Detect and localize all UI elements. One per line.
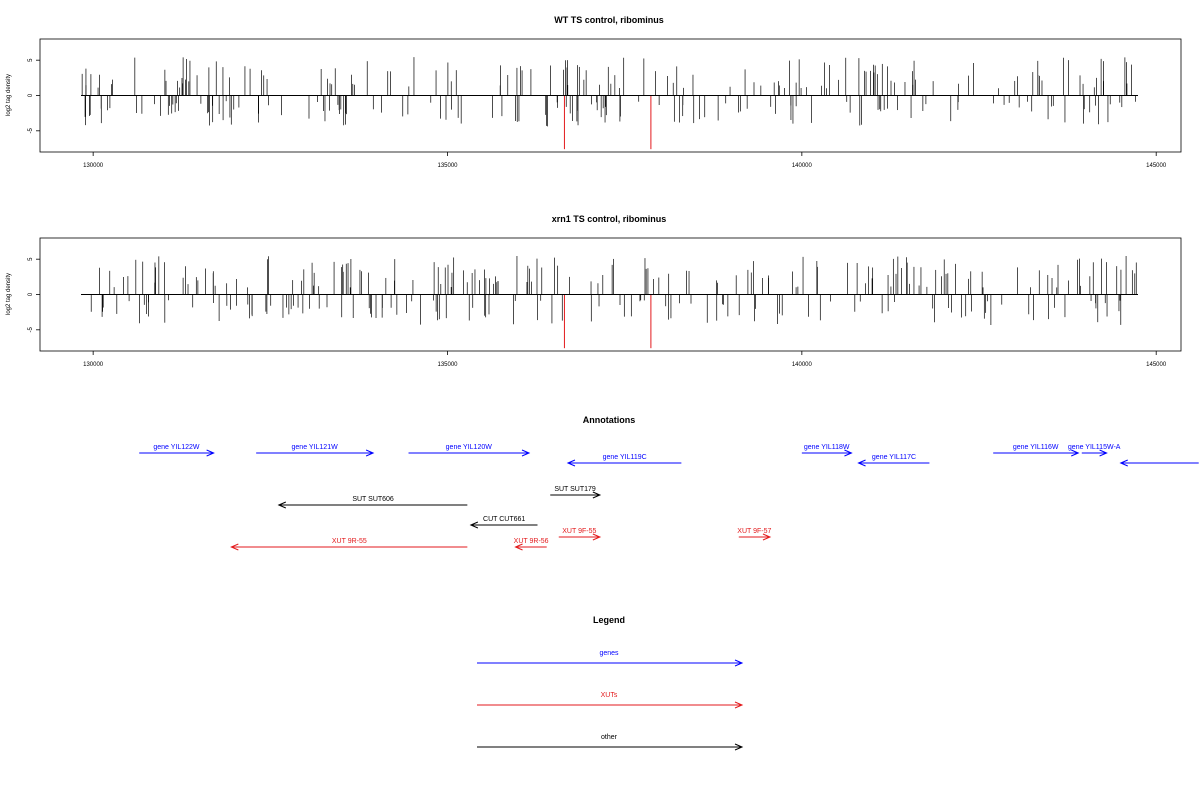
y-tick-label: 0: [28, 292, 34, 296]
feature-label: XUT 9F-57: [737, 528, 771, 535]
legend-label: genes: [599, 650, 619, 657]
highlight-bars: [563, 294, 652, 349]
legend-label: other: [601, 734, 618, 741]
feature-label: gene YIL117C: [872, 454, 916, 461]
wt-coverage-panel: WT TS control, ribominus log2 tag densit…: [6, 15, 1182, 169]
arrowhead-icon: [566, 459, 576, 467]
x-tick-label: 135000: [437, 362, 458, 368]
legend-label: XUTs: [601, 692, 618, 699]
arrowhead-icon: [857, 459, 866, 467]
y-tick-label: 0: [28, 93, 34, 97]
y-tick-label: -5: [28, 127, 34, 133]
y-axis-label: log2 tag density: [6, 273, 12, 315]
panel-title: xrn1 TS control, ribominus: [552, 214, 667, 224]
arrowhead-icon: [469, 521, 479, 529]
arrowhead-icon: [365, 449, 375, 457]
feature-label: SUT SUT606: [352, 496, 394, 503]
y-axis-ticks: -5 0 5: [28, 58, 40, 133]
y-tick-label: -5: [28, 326, 34, 332]
arrowhead-icon: [592, 533, 602, 541]
annotations-track: Annotations gene YIL122W gene YIL121W gene…: [139, 415, 1199, 551]
feature-label: gene YIL116W: [1013, 444, 1059, 451]
panel-title: WT TS control, ribominus: [554, 15, 664, 25]
x-tick-label: 145000: [1146, 362, 1167, 368]
feature-label: gene YIL122W: [153, 444, 200, 451]
highlight-bars: [563, 95, 652, 150]
x-axis-ticks: 130000 135000 140000 145000: [83, 351, 1167, 368]
x-tick-label: 145000: [1146, 163, 1167, 169]
arrowhead-icon: [514, 543, 523, 551]
xrn1-coverage-panel: xrn1 TS control, ribominus log2 tag dens…: [6, 214, 1182, 368]
y-tick-label: 5: [28, 58, 34, 62]
arrowhead-icon: [277, 501, 287, 509]
feature-label: SUT SUT179: [554, 486, 596, 493]
coverage-bars: [81, 57, 1136, 127]
feature-label: gene YIL119C: [603, 454, 647, 461]
x-tick-label: 135000: [437, 163, 458, 169]
x-tick-label: 130000: [83, 362, 104, 368]
arrowhead-icon: [1071, 449, 1080, 457]
arrowhead-icon: [1119, 459, 1128, 467]
arrowhead-icon: [206, 449, 215, 457]
feature-label: gene YIL118W: [804, 444, 850, 451]
feature-label: XUT 9R-56: [514, 538, 549, 545]
feature-label: XUT 9R-55: [332, 538, 367, 545]
feature-label: gene YIL120W: [446, 444, 493, 451]
arrowhead-icon: [521, 449, 531, 457]
feature-label: CUT CUT661: [483, 516, 525, 523]
feature-label: XUT 9F-55: [562, 528, 596, 535]
x-axis-ticks: 130000 135000 140000 145000: [83, 152, 1167, 169]
x-tick-label: 130000: [83, 163, 104, 169]
arrowhead-icon: [844, 449, 853, 457]
legend: Legend genes XUTs other: [477, 615, 744, 751]
arrowhead-icon: [1099, 449, 1108, 457]
arrowhead-icon: [734, 743, 744, 751]
arrowhead-icon: [592, 491, 602, 499]
x-tick-label: 140000: [792, 362, 813, 368]
arrowhead-icon: [762, 533, 772, 541]
coverage-bars: [90, 255, 1137, 325]
feature-label: gene YIL121W: [292, 444, 339, 451]
arrowhead-icon: [230, 543, 239, 551]
arrowhead-icon: [734, 701, 744, 709]
y-axis-ticks: -5 0 5: [28, 257, 40, 332]
x-tick-label: 140000: [792, 163, 813, 169]
feature-label: gene YIL115W-A: [1068, 444, 1121, 451]
legend-title: Legend: [593, 615, 625, 625]
y-axis-label: log2 tag density: [6, 74, 12, 116]
y-tick-label: 5: [28, 257, 34, 261]
annotations-title: Annotations: [583, 415, 636, 425]
arrowhead-icon: [734, 659, 744, 667]
